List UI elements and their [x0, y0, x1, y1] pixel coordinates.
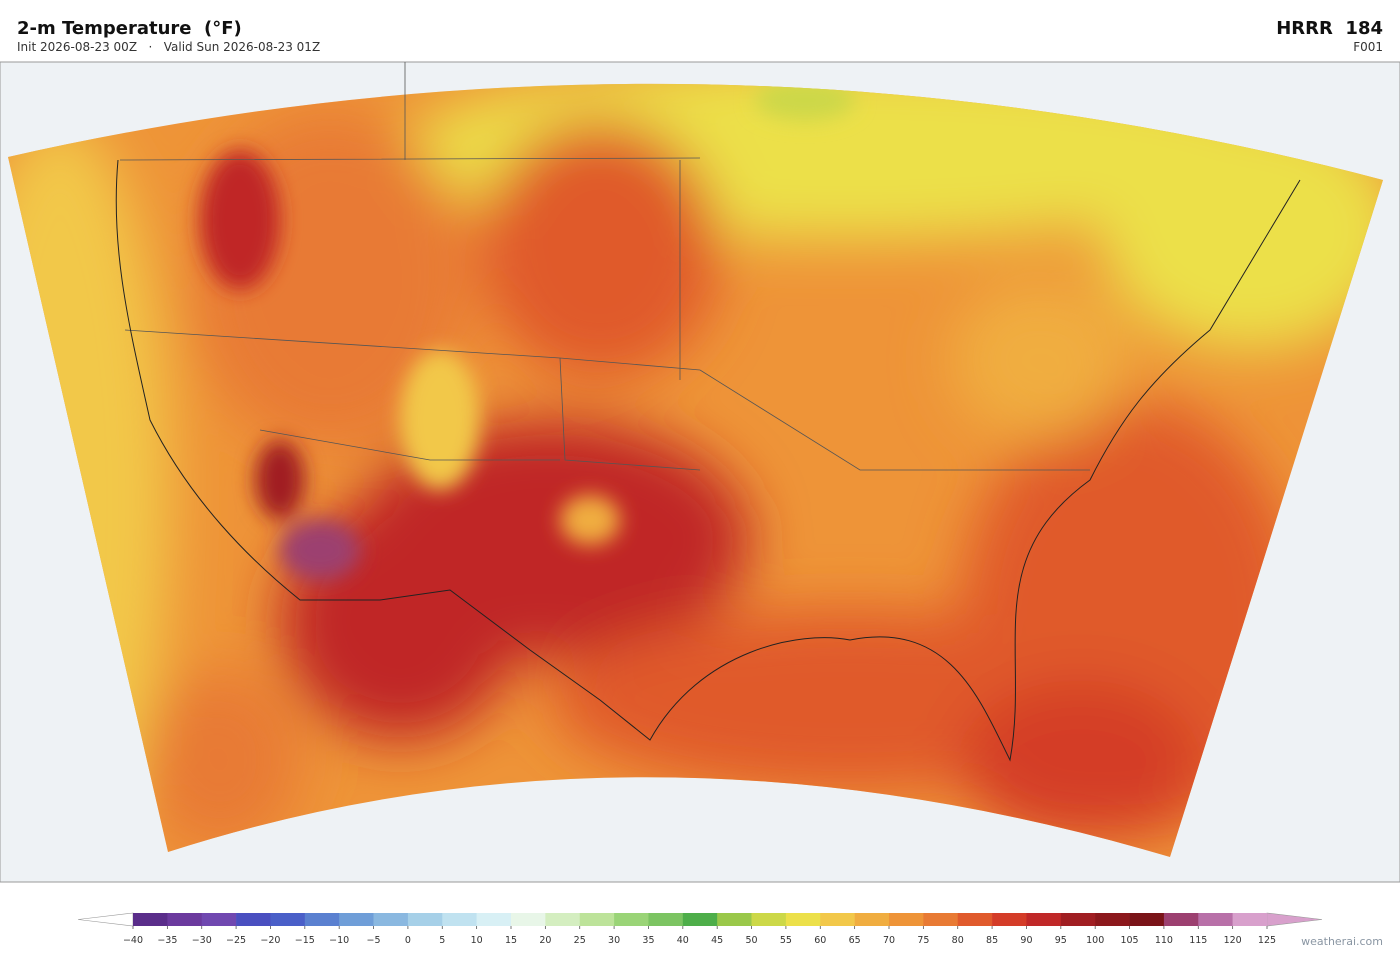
colorbar-bin	[923, 913, 959, 926]
colorbar-tick-label: −40	[123, 935, 143, 946]
colorbar-tick-label: −25	[226, 935, 246, 946]
colorbar-bin	[1232, 913, 1268, 926]
colorbar-tick-label: −20	[260, 935, 280, 946]
watermark: weatherai.com	[1301, 935, 1383, 948]
colorbar-tick-label: 70	[883, 935, 895, 946]
colorbar-tick-label: 50	[745, 935, 757, 946]
colorbar-bin	[167, 913, 203, 926]
model: HRRR 184	[1276, 18, 1383, 39]
colorbar-bin	[992, 913, 1027, 926]
forecast-hour: F001	[1353, 40, 1383, 54]
colorbar-tick-label: 120	[1224, 935, 1242, 946]
colorbar-bin	[236, 913, 271, 926]
colorbar-bin	[511, 913, 546, 926]
colorbar: −40 −35 −30 −25 −20 −15 −10 −5 0 5 10 15 20 25 30 35 40 4…	[77, 912, 1323, 946]
colorbar-tick-label: 0	[405, 935, 411, 946]
colorbar-tick-label: 15	[505, 935, 517, 946]
colorbar-bin	[442, 913, 477, 926]
colorbar-bin	[476, 913, 512, 926]
colorbar-bin	[545, 913, 581, 926]
colorbar-tick-label: 90	[1020, 935, 1032, 946]
colorbar-tick-label: −15	[295, 935, 315, 946]
colorbar-bin	[339, 913, 374, 926]
colorbar-bin	[889, 913, 924, 926]
colorbar-tick-label: 10	[471, 935, 483, 946]
colorbar-tick-label: 80	[952, 935, 964, 946]
colorbar-tick-label: −10	[329, 935, 349, 946]
colorbar-bin	[373, 913, 409, 926]
colorbar-extend-low	[77, 912, 134, 927]
title: 2-m Temperature (°F)	[17, 18, 242, 39]
temperature-field	[8, 83, 1383, 858]
colorbar-bin	[1129, 913, 1165, 926]
colorbar-tick-label: 60	[814, 935, 826, 946]
colorbar-tick-label: 40	[677, 935, 689, 946]
colorbar-bin	[648, 913, 684, 926]
colorbar-tick-label: 110	[1155, 935, 1173, 946]
colorbar-tick-label: 25	[574, 935, 586, 946]
colorbar-bin	[270, 913, 306, 926]
colorbar-bin	[785, 913, 821, 926]
colorbar-bin	[682, 913, 718, 926]
colorbar-bin	[614, 913, 649, 926]
colorbar-bin	[1095, 913, 1130, 926]
colorbar-bin	[820, 913, 855, 926]
colorbar-tick-label: 45	[711, 935, 723, 946]
colorbar-bin	[957, 913, 993, 926]
colorbar-tick-label: 105	[1120, 935, 1138, 946]
colorbar-bin	[751, 913, 787, 926]
colorbar-tick-label: 125	[1258, 935, 1276, 946]
colorbar-bin	[854, 913, 890, 926]
colorbar-tick-label: 95	[1055, 935, 1067, 946]
colorbar-tick-label: 65	[849, 935, 861, 946]
colorbar-tick-label: −5	[367, 935, 381, 946]
colorbar-tick-label: 115	[1189, 935, 1207, 946]
colorbar-bin	[579, 913, 615, 926]
colorbar-bin	[133, 913, 168, 926]
subtitle: Init 2026-08-23 00Z · Valid Sun 2026-08-…	[17, 40, 320, 54]
colorbar-tick-label: 75	[917, 935, 929, 946]
colorbar-tick-label: 100	[1086, 935, 1104, 946]
colorbar-tick-label: 5	[439, 935, 445, 946]
colorbar-tick-label: −30	[192, 935, 212, 946]
colorbar-bin	[407, 913, 443, 926]
colorbar-bin	[1060, 913, 1096, 926]
colorbar-bin	[304, 913, 340, 926]
colorbar-tick-label: 20	[539, 935, 551, 946]
colorbar-tick-label: −35	[157, 935, 177, 946]
colorbar-tick-label: 35	[642, 935, 654, 946]
colorbar-bin	[1026, 913, 1062, 926]
colorbar-tick-label: 85	[986, 935, 998, 946]
colorbar-tick-label: 55	[780, 935, 792, 946]
colorbar-tick-label: 30	[608, 935, 620, 946]
colorbar-extend-high	[1266, 912, 1323, 927]
colorbar-bin	[1198, 913, 1233, 926]
colorbar-bin	[717, 913, 752, 926]
colorbar-bin	[201, 913, 237, 926]
boundaries	[115, 62, 1301, 762]
colorbar-bin	[1163, 913, 1199, 926]
